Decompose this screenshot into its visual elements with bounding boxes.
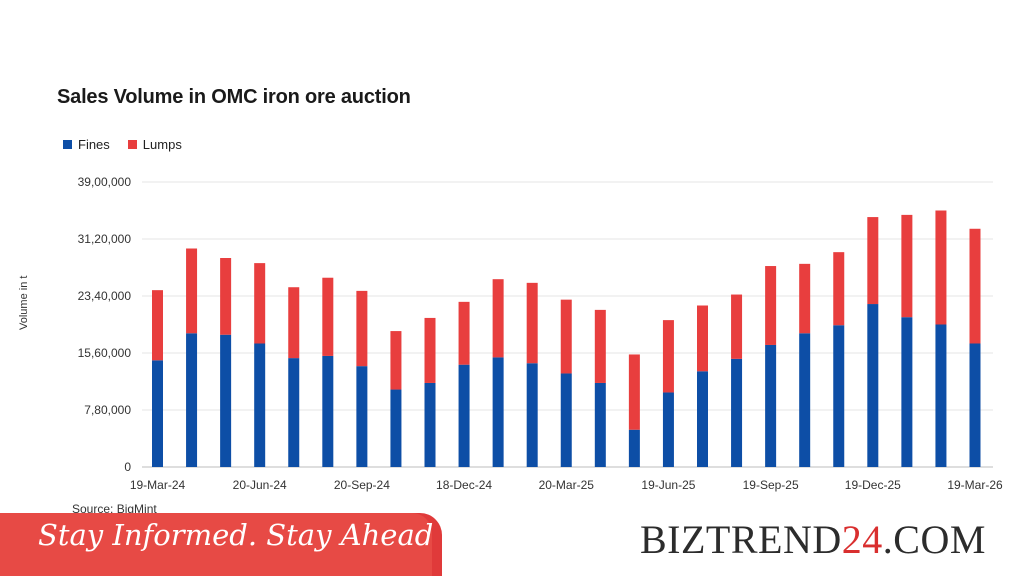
chart-title: Sales Volume in OMC iron ore auction: [57, 86, 411, 108]
bar-fines-21: [867, 304, 879, 467]
bar-lumps-13: [594, 309, 606, 383]
bar-fines-12: [560, 373, 572, 467]
bar-lumps-19: [799, 263, 811, 334]
bar-lumps-20: [833, 252, 845, 326]
y-tick-label: 7,80,000: [84, 403, 131, 417]
bar-fines-15: [662, 392, 674, 467]
legend-item-lumps: Lumps: [127, 137, 182, 152]
bar-fines-19: [799, 333, 811, 467]
bar-fines-7: [390, 389, 402, 467]
bar-lumps-8: [424, 317, 436, 383]
source-note: Source: BigMint: [72, 502, 157, 516]
y-tick-label: 0: [124, 460, 131, 474]
brand-part-2: 24: [841, 517, 883, 562]
bar-fines-4: [288, 358, 300, 467]
x-tick-label: 20-Jun-24: [233, 478, 287, 492]
bar-lumps-3: [254, 263, 266, 344]
bar-fines-13: [594, 382, 606, 467]
bar-lumps-16: [697, 305, 708, 372]
bar-fines-24: [969, 343, 981, 467]
bar-lumps-11: [526, 282, 538, 364]
bar-fines-11: [526, 363, 538, 467]
bar-lumps-12: [560, 299, 572, 374]
bar-lumps-2: [220, 258, 232, 335]
bar-lumps-24: [969, 228, 981, 344]
legend-swatch-fines: [63, 140, 72, 149]
bar-fines-20: [833, 325, 845, 467]
y-tick-label: 31,20,000: [78, 232, 132, 246]
bar-lumps-1: [186, 248, 198, 334]
chart-card: [0, 0, 1024, 520]
bar-lumps-22: [901, 214, 913, 318]
x-tick-label: 19-Dec-25: [845, 478, 901, 492]
bar-fines-3: [254, 343, 266, 467]
bar-fines-16: [697, 371, 708, 467]
bar-fines-2: [220, 334, 232, 467]
bar-lumps-10: [492, 279, 504, 358]
x-tick-label: 19-Mar-24: [130, 478, 186, 492]
bar-fines-5: [322, 355, 334, 467]
bar-lumps-15: [662, 320, 674, 393]
bar-lumps-17: [731, 294, 743, 359]
bar-lumps-21: [867, 217, 879, 305]
legend-label-lumps: Lumps: [142, 137, 182, 152]
bar-fines-10: [492, 357, 504, 467]
bar-lumps-0: [152, 290, 163, 361]
bar-fines-18: [765, 344, 777, 467]
bar-fines-23: [935, 324, 947, 467]
legend-swatch-lumps: [127, 140, 137, 149]
bar-fines-6: [356, 366, 368, 467]
bar-fines-9: [458, 364, 470, 467]
bar-fines-22: [901, 317, 913, 467]
x-tick-label: 20-Mar-25: [539, 478, 595, 492]
y-tick-label: 39,00,000: [78, 175, 132, 189]
y-tick-label: 15,60,000: [78, 346, 132, 360]
bar-lumps-23: [935, 210, 947, 325]
chart-legend: Fines Lumps: [63, 137, 182, 152]
bar-lumps-14: [628, 354, 640, 430]
x-tick-label: 19-Sep-25: [743, 478, 799, 492]
bar-fines-14: [628, 429, 640, 467]
tagline-banner-inner: [0, 513, 432, 576]
bar-lumps-7: [390, 331, 402, 390]
bar-lumps-4: [288, 287, 300, 359]
brand-part-3: .COM: [882, 517, 986, 562]
bar-lumps-6: [356, 290, 368, 367]
bar-fines-17: [731, 358, 743, 467]
legend-item-fines: Fines: [63, 137, 110, 152]
bar-fines-8: [424, 382, 436, 467]
bar-fines-1: [186, 333, 198, 467]
x-tick-label: 18-Dec-24: [436, 478, 492, 492]
tagline-text: Stay Informed. Stay Ahead: [38, 518, 434, 552]
x-tick-label: 20-Sep-24: [334, 478, 390, 492]
x-tick-label: 19-Mar-26: [947, 478, 1003, 492]
bar-lumps-5: [322, 277, 334, 356]
x-tick-label: 19-Jun-25: [641, 478, 695, 492]
bar-lumps-18: [765, 266, 777, 345]
legend-label-fines: Fines: [78, 137, 110, 152]
bar-lumps-9: [458, 301, 470, 365]
bar-fines-0: [152, 360, 163, 467]
brand-part-1: BIZTREND: [640, 517, 842, 562]
y-tick-label: 23,40,000: [78, 289, 132, 303]
brand-logo[interactable]: BIZTREND24.COM: [640, 516, 986, 563]
